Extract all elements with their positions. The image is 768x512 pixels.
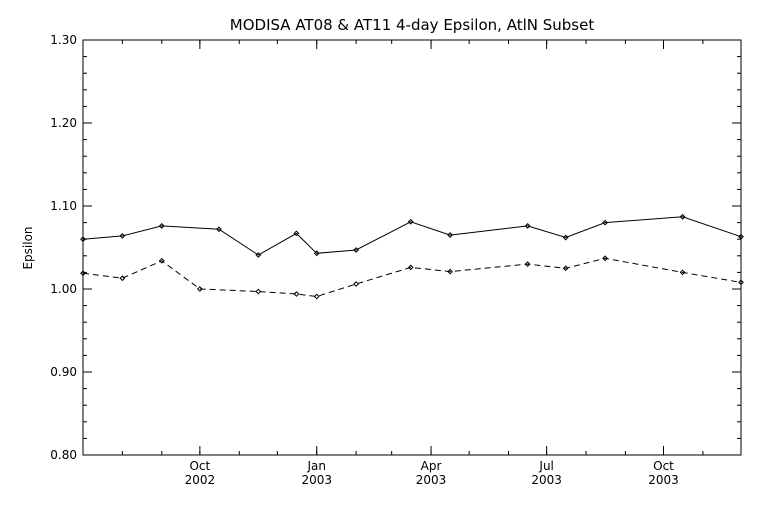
x-tick-year-label: 2003 <box>416 473 447 487</box>
series-dashed-point <box>293 291 300 297</box>
series-dashed-point <box>679 269 686 276</box>
y-tick-label: 1.10 <box>50 199 77 213</box>
series-dashed-point <box>602 255 608 262</box>
chart-title: MODISA AT08 & AT11 4-day Epsilon, AtlN S… <box>230 16 595 34</box>
x-tick-month-label: Jul <box>538 459 553 473</box>
series-dashed-point <box>158 257 165 264</box>
x-tick-year-label: 2003 <box>301 473 332 487</box>
series-solid-point <box>562 234 569 241</box>
series-dashed-point <box>313 293 320 300</box>
x-tick-year-label: 2003 <box>531 473 562 487</box>
x-tick-month-label: Oct <box>189 459 210 473</box>
series-solid-point <box>158 223 165 229</box>
x-tick-year-label: 2003 <box>648 473 679 487</box>
series-dashed-point <box>562 265 569 272</box>
axis-ticks: 0.800.901.001.101.201.30Oct2002Jan2003Ap… <box>50 33 742 487</box>
series-dashed-point <box>407 264 414 271</box>
y-tick-label: 0.80 <box>50 448 77 462</box>
series-solid-point <box>447 232 454 238</box>
series-solid-point <box>216 226 222 233</box>
series-dashed-point <box>80 270 86 277</box>
series-solid-line <box>82 216 742 256</box>
series-dashed-point <box>353 281 360 287</box>
x-tick-month-label: Jan <box>306 459 326 473</box>
series-solid-point <box>524 223 531 229</box>
series-solid-point <box>679 213 686 220</box>
series-dashed-point <box>119 275 126 282</box>
y-tick-label: 1.00 <box>50 282 77 296</box>
series-solid-point <box>313 250 320 257</box>
series-solid-point <box>602 219 608 226</box>
series-solid-point <box>80 236 86 243</box>
plot-frame <box>82 39 742 456</box>
series-dashed-point <box>447 268 454 275</box>
series-solid-point <box>119 232 126 239</box>
series-solid-point <box>353 247 360 253</box>
x-tick-year-label: 2002 <box>185 473 216 487</box>
series-solid-point <box>293 230 300 237</box>
series-solid-point <box>407 218 414 225</box>
series-dashed-point <box>738 279 744 286</box>
series-solid-point <box>738 233 744 240</box>
y-tick-label: 1.30 <box>50 33 77 47</box>
y-axis-label: Epsilon <box>21 226 35 269</box>
series-group <box>80 213 744 300</box>
series-dashed-line <box>82 257 742 298</box>
series-dashed-point <box>196 286 203 292</box>
x-tick-month-label: Oct <box>653 459 674 473</box>
y-tick-label: 0.90 <box>50 365 77 379</box>
series-dashed-point <box>524 261 531 268</box>
series-solid-point <box>255 252 262 258</box>
series-dashed-point <box>255 288 262 295</box>
y-tick-label: 1.20 <box>50 116 77 130</box>
x-tick-month-label: Apr <box>421 459 442 473</box>
